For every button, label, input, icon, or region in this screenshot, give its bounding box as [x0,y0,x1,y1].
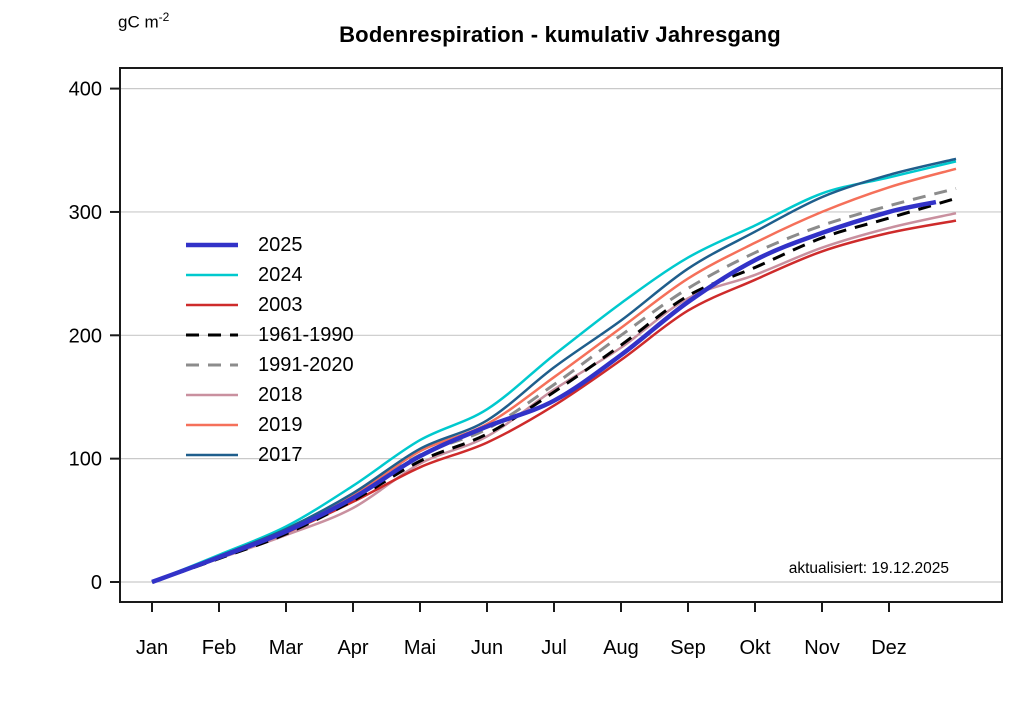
x-tick-label-Apr: Apr [337,637,368,659]
legend-label: 1991-2020 [258,353,354,376]
series-line-2024 [151,160,957,584]
x-tick-label-Jun: Jun [471,637,503,659]
legend-item-2024: 2024 [184,260,354,290]
legend-swatch-1991-2020 [186,363,238,367]
y-tick-label: 0 [91,572,102,594]
y-tick-label: 400 [69,79,102,101]
legend-label: 2025 [258,233,303,256]
legend-swatch-2024 [186,273,238,277]
legend-swatch-2018 [186,393,238,397]
legend-label: 2018 [258,383,303,406]
x-tick-label-Jan: Jan [136,637,168,659]
series-line-1961-1990 [151,196,957,584]
unit-exponent: -2 [158,10,170,24]
legend-swatch-2025 [186,242,238,248]
x-tick-label-Okt: Okt [739,637,771,659]
y-tick-label: 300 [69,202,102,224]
x-tick-label-Dez: Dez [871,637,907,659]
x-tick-label-Feb: Feb [202,637,236,659]
legend-item-2019: 2019 [184,410,354,440]
updated-annotation: aktualisiert: 19.12.2025 [788,560,949,577]
legend-item-2003: 2003 [184,290,354,320]
legend-item-2017: 2017 [184,440,354,470]
legend-label: 2024 [258,263,303,286]
legend-swatch-1961-1990 [186,333,238,337]
x-tick-label-Jul: Jul [541,637,567,659]
y-tick-label: 200 [69,325,102,347]
x-tick-label-Mai: Mai [404,637,436,659]
legend-item-2018: 2018 [184,380,354,410]
chart-title: Bodenrespiration - kumulativ Jahresgang [339,22,781,47]
x-tick-label-Nov: Nov [804,637,840,659]
legend-item-2025: 2025 [184,230,354,260]
y-axis-unit-label: gC m-2 [118,10,169,33]
legend-swatch-2017 [186,453,238,457]
series-line-2025 [151,199,937,585]
legend-label: 2003 [258,293,303,316]
x-tick-label-Mar: Mar [269,637,304,659]
legend: 2025 2024 2003 1961-1990 1991-2020 2018 2019 20… [184,230,354,470]
legend-label: 2017 [258,443,303,466]
legend-swatch-2003 [186,303,238,307]
legend-swatch-2019 [186,423,238,427]
legend-label: 1961-1990 [258,323,354,346]
legend-label: 2019 [258,413,303,436]
x-tick-label-Aug: Aug [603,637,639,659]
x-tick-label-Sep: Sep [670,637,706,659]
y-tick-label: 100 [69,449,102,471]
unit-prefix: gC m [118,12,159,32]
legend-item-1991-2020: 1991-2020 [184,350,354,380]
legend-item-1961-1990: 1961-1990 [184,320,354,350]
